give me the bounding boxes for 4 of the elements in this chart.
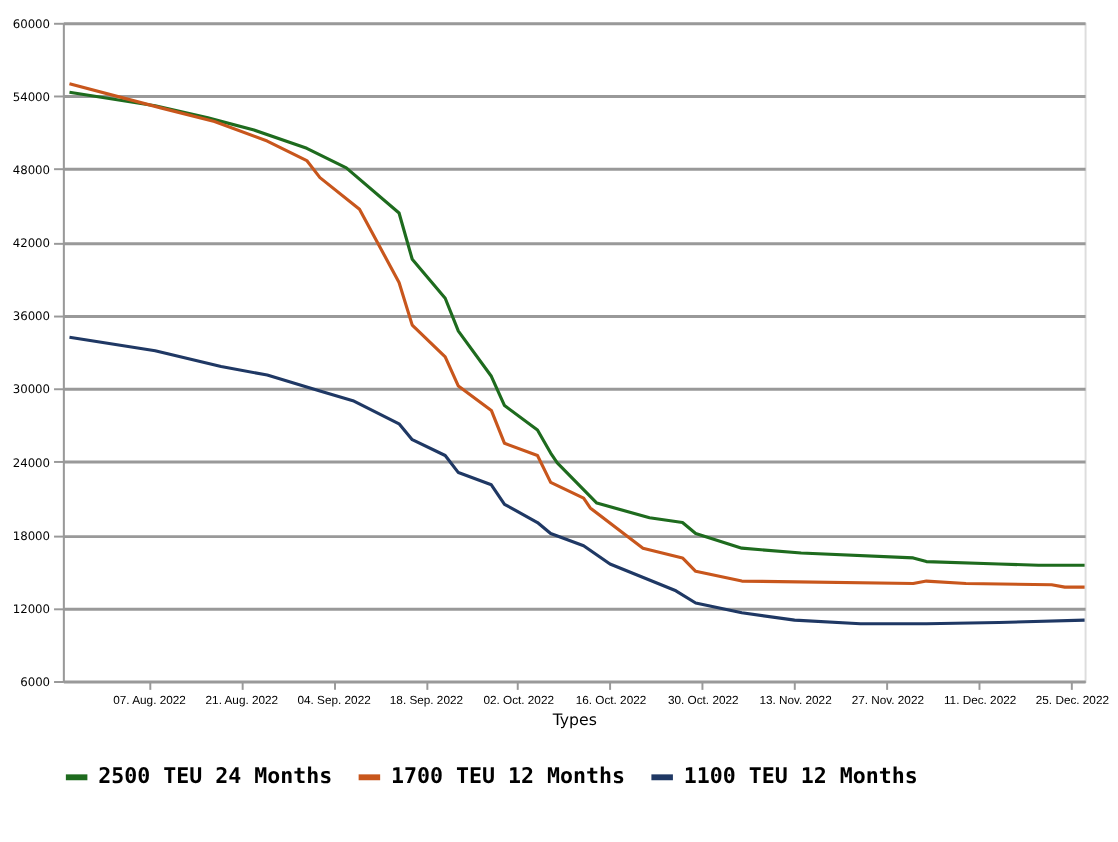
- x-axis-title: Types: [550, 711, 597, 730]
- legend-label: 1100 TEU 12 Months: [683, 763, 918, 790]
- legend-label: 2500 TEU 24 Months: [98, 763, 333, 790]
- legend-label: 1700 TEU 12 Months: [391, 763, 626, 790]
